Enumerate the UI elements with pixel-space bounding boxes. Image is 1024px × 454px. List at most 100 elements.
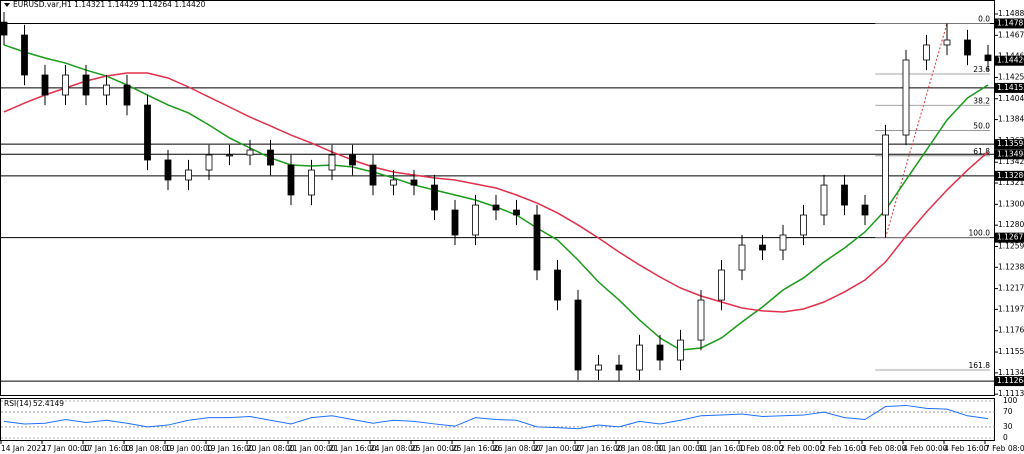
candle-body xyxy=(431,184,438,211)
x-tick-label: 27 Jan 16:00 xyxy=(575,444,623,453)
candle-body xyxy=(943,39,951,46)
y-tick-label: 1.12590 xyxy=(998,241,1024,250)
candle-body xyxy=(595,364,602,371)
x-tick-label: 28 Jan 08:00 xyxy=(616,444,664,453)
candle-body xyxy=(349,154,356,166)
x-tick-label: 31 Jan 16:00 xyxy=(698,444,746,453)
y-tick-label: 1.13420 xyxy=(998,157,1024,166)
candle-body xyxy=(923,44,930,61)
candle-body xyxy=(267,149,274,166)
candle-body xyxy=(615,364,623,371)
fib-label: 61.8 xyxy=(973,147,990,156)
x-tick-label: 27 Jan 00:00 xyxy=(534,444,582,453)
candle-body xyxy=(718,269,725,301)
candle-body xyxy=(759,244,766,251)
x-tick-label: 31 Jan 00:00 xyxy=(657,444,705,453)
candle-body xyxy=(226,154,233,157)
y-tick-label: 1.13005 xyxy=(998,199,1024,208)
fib-label: 23.6 xyxy=(973,65,990,74)
y-tick-label: 1.14880 xyxy=(998,9,1024,18)
x-tick-label: 2 Feb 16:00 xyxy=(821,444,866,453)
level-label: 1.14787 xyxy=(997,18,1024,27)
x-tick-label: 26 Jan 08:00 xyxy=(493,444,541,453)
x-tick-label: 4 Feb 16:00 xyxy=(944,444,989,453)
candle-body xyxy=(205,154,213,171)
chart-title: EURUSD.var,H1 1.14321 1.14429 1.14264 1.… xyxy=(13,0,206,9)
x-tick-label: 20 Jan 08:00 xyxy=(247,444,295,453)
rsi-tick-label: 70 xyxy=(1003,407,1013,416)
candle-body xyxy=(103,84,110,96)
candle-body xyxy=(0,21,8,36)
x-tick-label: 7 Feb 08:00 xyxy=(985,444,1024,453)
candle-body xyxy=(185,169,192,181)
x-tick-label: 17 Jan 00:00 xyxy=(42,444,90,453)
rsi-line xyxy=(3,404,989,430)
fib-label: 38.2 xyxy=(973,96,990,105)
candle-body xyxy=(21,34,28,76)
main-panel xyxy=(0,0,995,396)
y-tick-label: 1.13840 xyxy=(998,115,1024,124)
rsi-value: 52.4149 xyxy=(33,399,64,408)
x-tick-label: 1 Feb 08:00 xyxy=(739,444,784,453)
candle-body xyxy=(574,299,582,371)
x-tick-label: 21 Jan 00:00 xyxy=(288,444,336,453)
y-tick-label: 1.11760 xyxy=(998,326,1024,335)
candle-body xyxy=(123,84,131,106)
candle-body xyxy=(800,214,807,236)
candle-body xyxy=(554,269,561,301)
candle-body xyxy=(656,344,664,361)
level-tag xyxy=(995,376,1024,387)
candle-body xyxy=(369,164,377,186)
candle-body xyxy=(677,339,684,361)
y-tick-label: 1.11345 xyxy=(998,368,1024,377)
rsi-tick-label: 100 xyxy=(1003,396,1018,405)
x-tick-label: 19 Jan 00:00 xyxy=(165,444,213,453)
fib-label: 100.0 xyxy=(969,229,991,238)
level-label: 1.12677 xyxy=(997,233,1024,242)
y-tick-label: 1.14255 xyxy=(998,72,1024,81)
candle-body xyxy=(328,154,336,171)
candle-body xyxy=(390,179,397,186)
level-label: 1.14420 xyxy=(997,56,1024,65)
candle-body xyxy=(841,184,848,206)
level-label: 1.14152 xyxy=(997,83,1024,92)
x-tick-label: 17 Jan 16:00 xyxy=(83,444,131,453)
candle-body xyxy=(451,209,459,236)
candle-body xyxy=(820,184,828,216)
level-label: 1.13498 xyxy=(997,149,1024,158)
moving-average xyxy=(3,72,989,313)
x-tick-label: 19 Jan 16:00 xyxy=(206,444,254,453)
candle-body xyxy=(246,149,254,156)
candle-body xyxy=(144,104,151,161)
rsi-tick-label: 30 xyxy=(1003,422,1013,431)
candle-body xyxy=(513,209,520,216)
rsi-tick-label: 0 xyxy=(1003,433,1008,442)
y-tick-label: 1.12175 xyxy=(998,284,1024,293)
y-tick-label: 1.11550 xyxy=(998,347,1024,356)
x-tick-label: 24 Jan 08:00 xyxy=(370,444,418,453)
symbol-arrow xyxy=(4,3,10,7)
candle-body xyxy=(902,59,910,136)
x-tick-label: 14 Jan 2022 xyxy=(1,444,46,453)
level-tag xyxy=(995,55,1024,66)
rsi-title: RSI(14) xyxy=(4,399,32,408)
candle-body xyxy=(492,204,500,211)
y-tick-label: 1.14670 xyxy=(998,30,1024,39)
y-tick-label: 1.13215 xyxy=(998,178,1024,187)
fib-trend xyxy=(885,23,948,238)
y-tick-label: 1.12385 xyxy=(998,262,1024,271)
level-label: 1.11264 xyxy=(997,376,1024,385)
x-tick-label: 25 Jan 00:00 xyxy=(411,444,459,453)
y-tick-label: 1.12800 xyxy=(998,220,1024,229)
fib-label: 0.0 xyxy=(978,14,990,23)
level-label: 1.13598 xyxy=(997,139,1024,148)
level-tag xyxy=(995,82,1024,93)
y-tick-label: 1.14045 xyxy=(998,94,1024,103)
candle-body xyxy=(636,344,643,371)
fib-label: 161.8 xyxy=(969,361,991,370)
x-tick-label: 25 Jan 16:00 xyxy=(452,444,500,453)
candle-body xyxy=(41,74,49,96)
x-tick-label: 21 Jan 16:00 xyxy=(329,444,377,453)
